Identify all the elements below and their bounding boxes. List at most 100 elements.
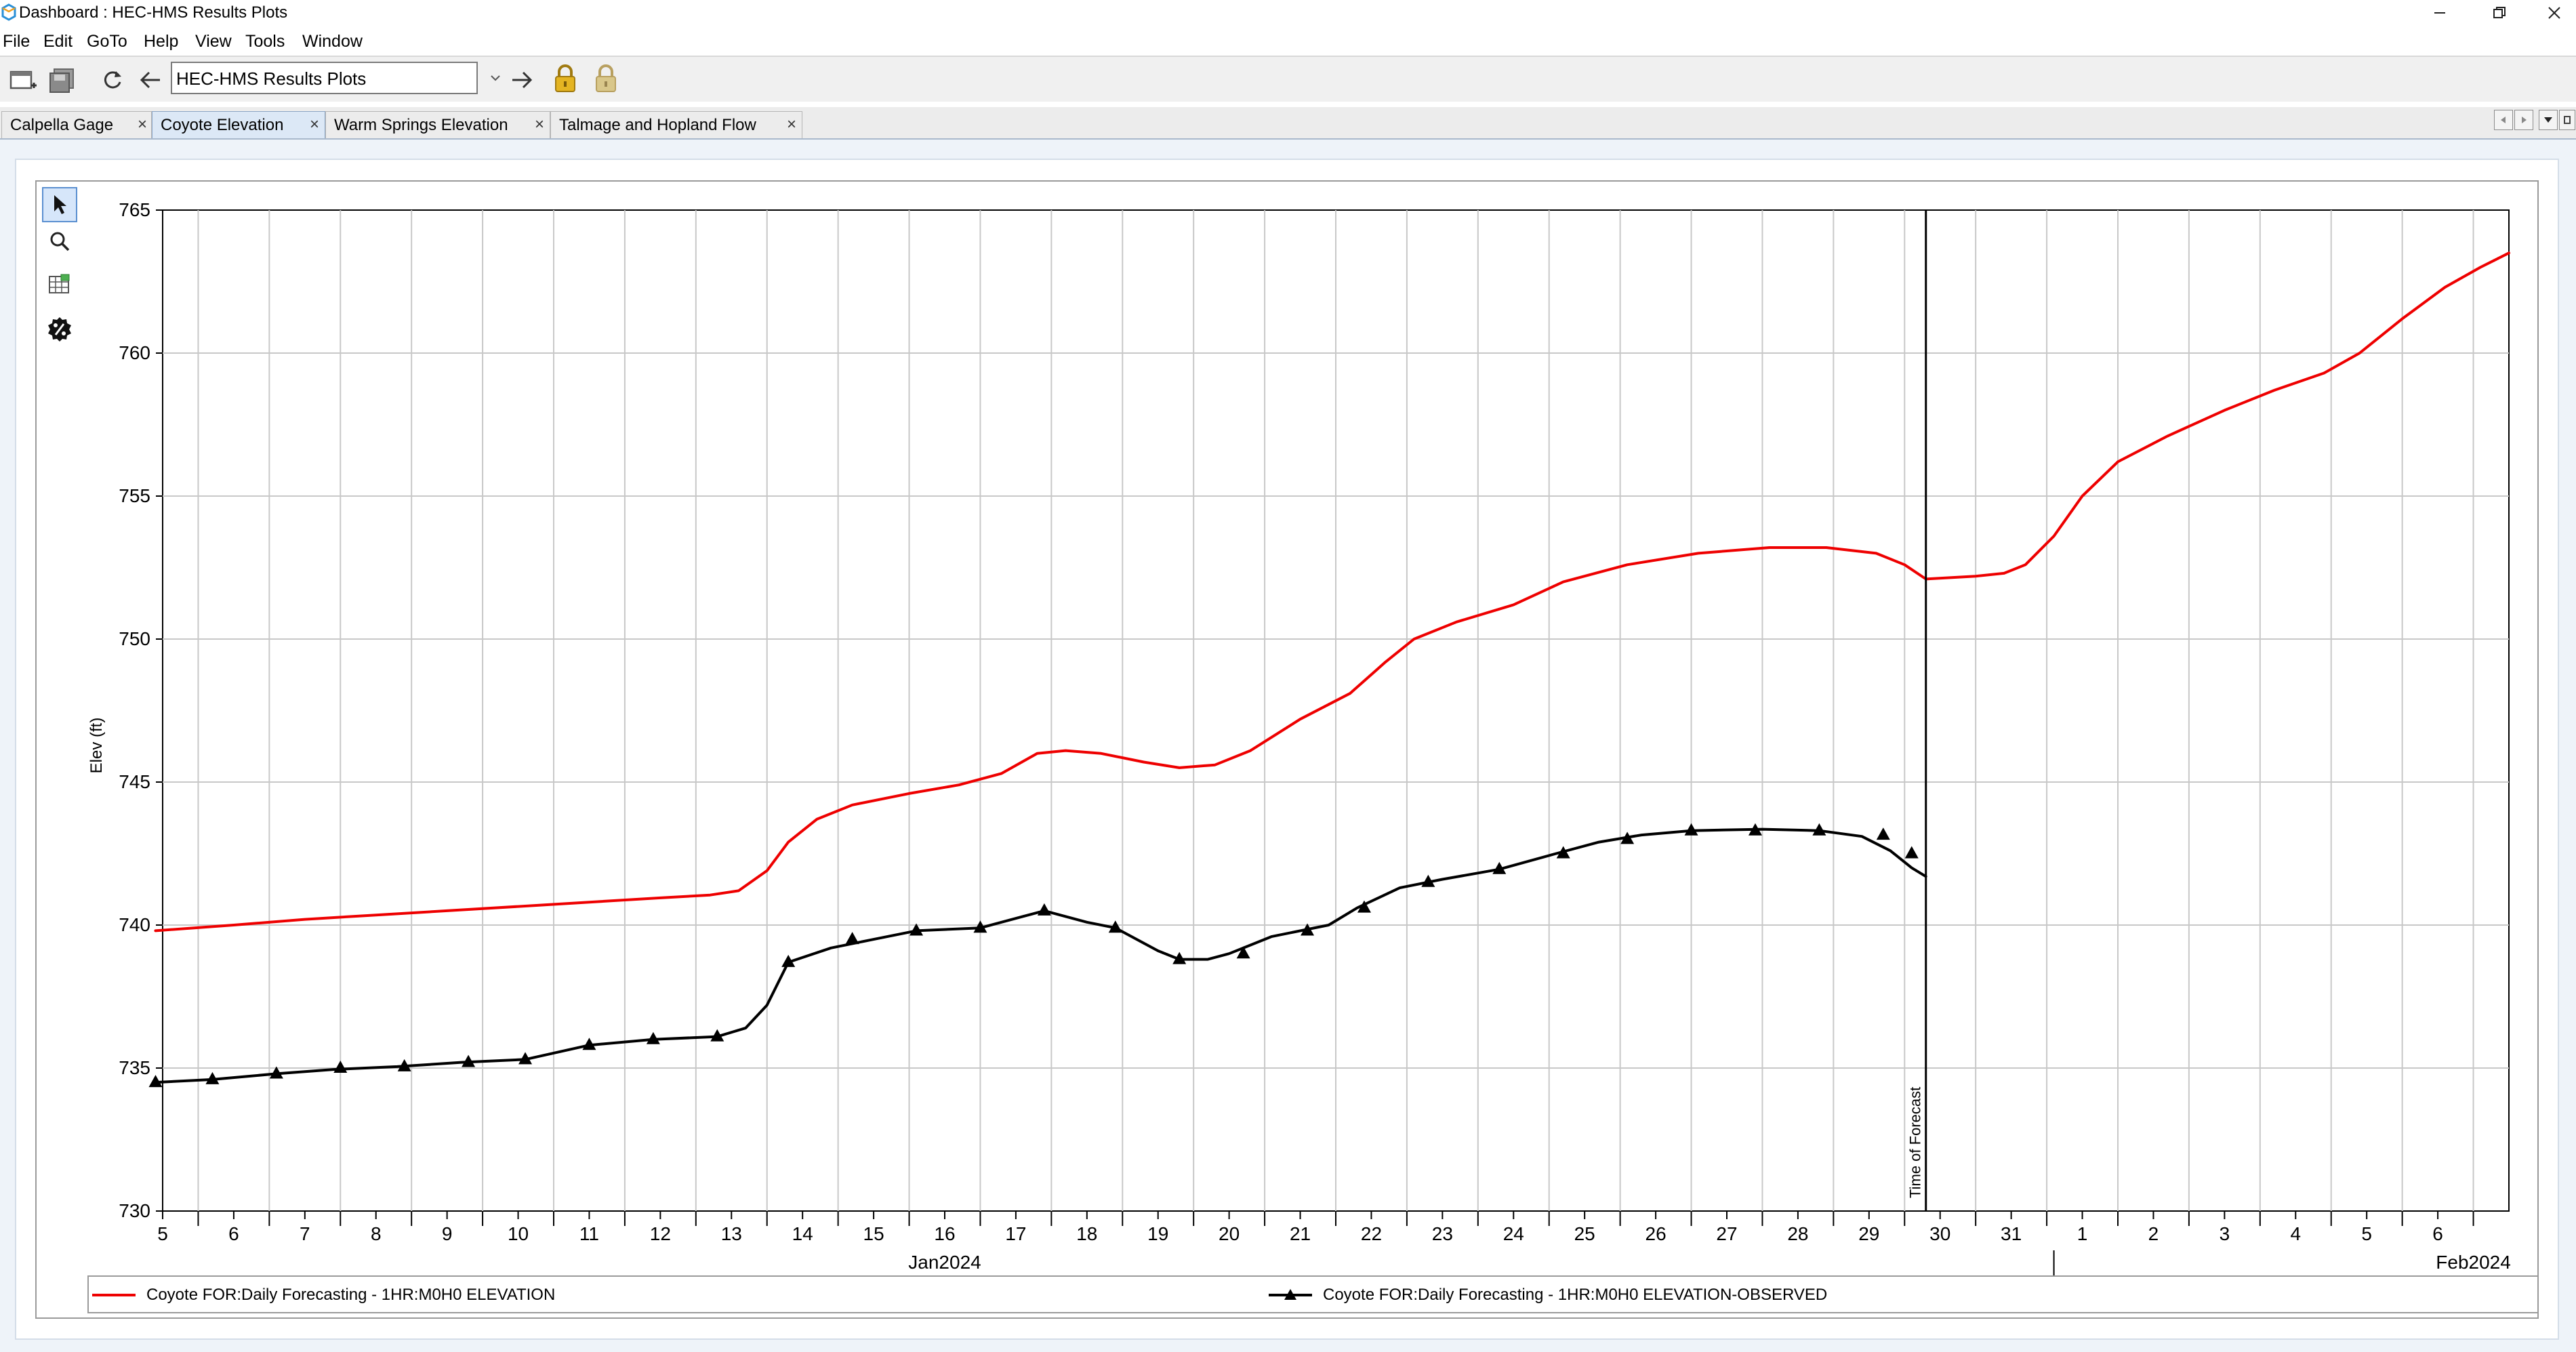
menu-goto[interactable]: GoTo — [87, 32, 127, 51]
x-tick-label: 3 — [2220, 1223, 2230, 1244]
tab-close-icon[interactable]: × — [310, 115, 320, 134]
x-tick-label: 30 — [1929, 1223, 1950, 1244]
observed-marker — [1492, 861, 1507, 874]
x-tick-label: 9 — [442, 1223, 453, 1244]
tab-calpella-gage[interactable]: Calpella Gage × — [1, 111, 152, 138]
series-layer: Time of Forecast — [148, 210, 2510, 1211]
tab-close-icon[interactable]: × — [787, 115, 797, 134]
observed-marker — [973, 920, 987, 933]
x-tick-label: 16 — [934, 1223, 955, 1244]
observed-marker — [845, 932, 859, 945]
forecast-elevation-line — [154, 251, 2510, 933]
x-tick-label: 8 — [371, 1223, 382, 1244]
menu-window[interactable]: Window — [302, 32, 363, 51]
menu-edit[interactable]: Edit — [43, 32, 73, 51]
observed-marker — [397, 1059, 411, 1071]
scroll-right-icon[interactable] — [2514, 110, 2533, 130]
x-tick-label: 29 — [1858, 1223, 1879, 1244]
back-arrow-icon[interactable] — [133, 62, 168, 98]
lock-disabled-icon[interactable] — [588, 61, 623, 96]
observed-marker — [1812, 823, 1826, 836]
observed-marker — [1236, 946, 1250, 959]
observed-marker — [269, 1066, 283, 1079]
minimize-icon[interactable] — [2413, 0, 2467, 26]
tab-maximize-icon[interactable] — [2559, 110, 2575, 130]
x-tick-label: 10 — [508, 1223, 529, 1244]
observed-marker — [909, 923, 924, 936]
x-tick-label: 2 — [2148, 1223, 2159, 1244]
x-tick-label: 4 — [2290, 1223, 2301, 1244]
pointer-icon[interactable] — [42, 187, 77, 222]
legend-swatch-observed — [1269, 1289, 1312, 1300]
observed-marker — [781, 954, 796, 967]
table-icon[interactable] — [42, 267, 77, 302]
observed-marker — [1904, 846, 1919, 859]
zoom-icon[interactable] — [42, 224, 77, 259]
percent-icon[interactable] — [42, 312, 77, 347]
observed-marker — [205, 1071, 220, 1084]
x-tick-label: 6 — [228, 1223, 239, 1244]
observed-marker — [1421, 874, 1435, 887]
tab-list-icon[interactable] — [2539, 110, 2558, 130]
x-tick-label: 28 — [1787, 1223, 1808, 1244]
x-tick-label: 5 — [157, 1223, 168, 1244]
x-tick-label: 20 — [1219, 1223, 1240, 1244]
x-tick-label: 27 — [1716, 1223, 1737, 1244]
save-icon[interactable] — [45, 62, 80, 98]
tab-warm-springs-elevation[interactable]: Warm Springs Elevation × — [325, 111, 550, 138]
x-tick-label: 25 — [1574, 1223, 1595, 1244]
x-tick-label: 21 — [1290, 1223, 1311, 1244]
tab-coyote-elevation[interactable]: Coyote Elevation × — [152, 111, 325, 138]
close-icon[interactable] — [2532, 0, 2576, 26]
window-title: Dashboard : HEC-HMS Results Plots — [19, 3, 288, 22]
menu-bar: File Edit GoTo Help View Tools Window — [0, 27, 2576, 56]
x-tick-label: 1 — [2077, 1223, 2088, 1244]
forward-arrow-icon[interactable] — [504, 62, 539, 98]
menu-tools[interactable]: Tools — [245, 32, 285, 51]
legend-entry-observed: Coyote FOR:Daily Forecasting - 1HR:M0H0 … — [1269, 1284, 1946, 1307]
dropdown-icon[interactable] — [488, 70, 503, 85]
tab-label: Coyote Elevation — [161, 116, 284, 134]
address-combo[interactable]: HEC-HMS Results Plots — [171, 62, 478, 94]
legend — [87, 1275, 2539, 1313]
tab-label: Warm Springs Elevation — [334, 116, 508, 134]
observed-marker — [1748, 823, 1762, 836]
x-tick-label: 12 — [650, 1223, 671, 1244]
observed-marker — [1684, 823, 1698, 836]
scroll-left-icon[interactable] — [2494, 110, 2513, 130]
new-window-icon[interactable] — [5, 62, 41, 98]
y-tick-label: 740 — [119, 914, 150, 935]
x-tick-label: 24 — [1503, 1223, 1524, 1244]
refresh-icon[interactable] — [95, 62, 130, 98]
observed-marker — [1620, 832, 1635, 844]
restore-icon[interactable] — [2472, 0, 2527, 26]
legend-entry-forecast: Coyote FOR:Daily Forecasting - 1HR:M0H0 … — [92, 1284, 702, 1307]
observed-marker — [1037, 903, 1051, 916]
time-of-forecast-label: Time of Forecast — [1907, 1087, 1924, 1198]
menu-file[interactable]: File — [3, 32, 30, 51]
x-tick-label: 13 — [721, 1223, 742, 1244]
y-tick-label: 765 — [119, 199, 150, 220]
address-input[interactable]: HEC-HMS Results Plots — [176, 68, 367, 89]
plot-frame — [35, 180, 2539, 1319]
x-tick-label: 31 — [2001, 1223, 2022, 1244]
observed-marker — [1108, 920, 1122, 933]
observed-marker — [1876, 827, 1890, 840]
tab-close-icon[interactable]: × — [535, 115, 545, 134]
x-tick-label: 19 — [1147, 1223, 1168, 1244]
menu-help[interactable]: Help — [144, 32, 179, 51]
y-axis-label: Elev (ft) — [87, 718, 106, 774]
observed-marker — [582, 1038, 596, 1050]
x-tick-label: 17 — [1005, 1223, 1026, 1244]
y-tick-label: 730 — [119, 1200, 150, 1221]
tab-close-icon[interactable]: × — [138, 115, 148, 134]
tab-talmage-and-hopland-flow[interactable]: Talmage and Hopland Flow × — [550, 111, 802, 138]
x-tick-label: 6 — [2432, 1223, 2443, 1244]
lock-icon[interactable] — [548, 61, 583, 96]
menu-view[interactable]: View — [195, 32, 232, 51]
legend-label: Coyote FOR:Daily Forecasting - 1HR:M0H0 … — [146, 1286, 556, 1304]
title-bar: Dashboard : HEC-HMS Results Plots — [0, 0, 2576, 26]
y-tick-label: 755 — [119, 485, 150, 506]
